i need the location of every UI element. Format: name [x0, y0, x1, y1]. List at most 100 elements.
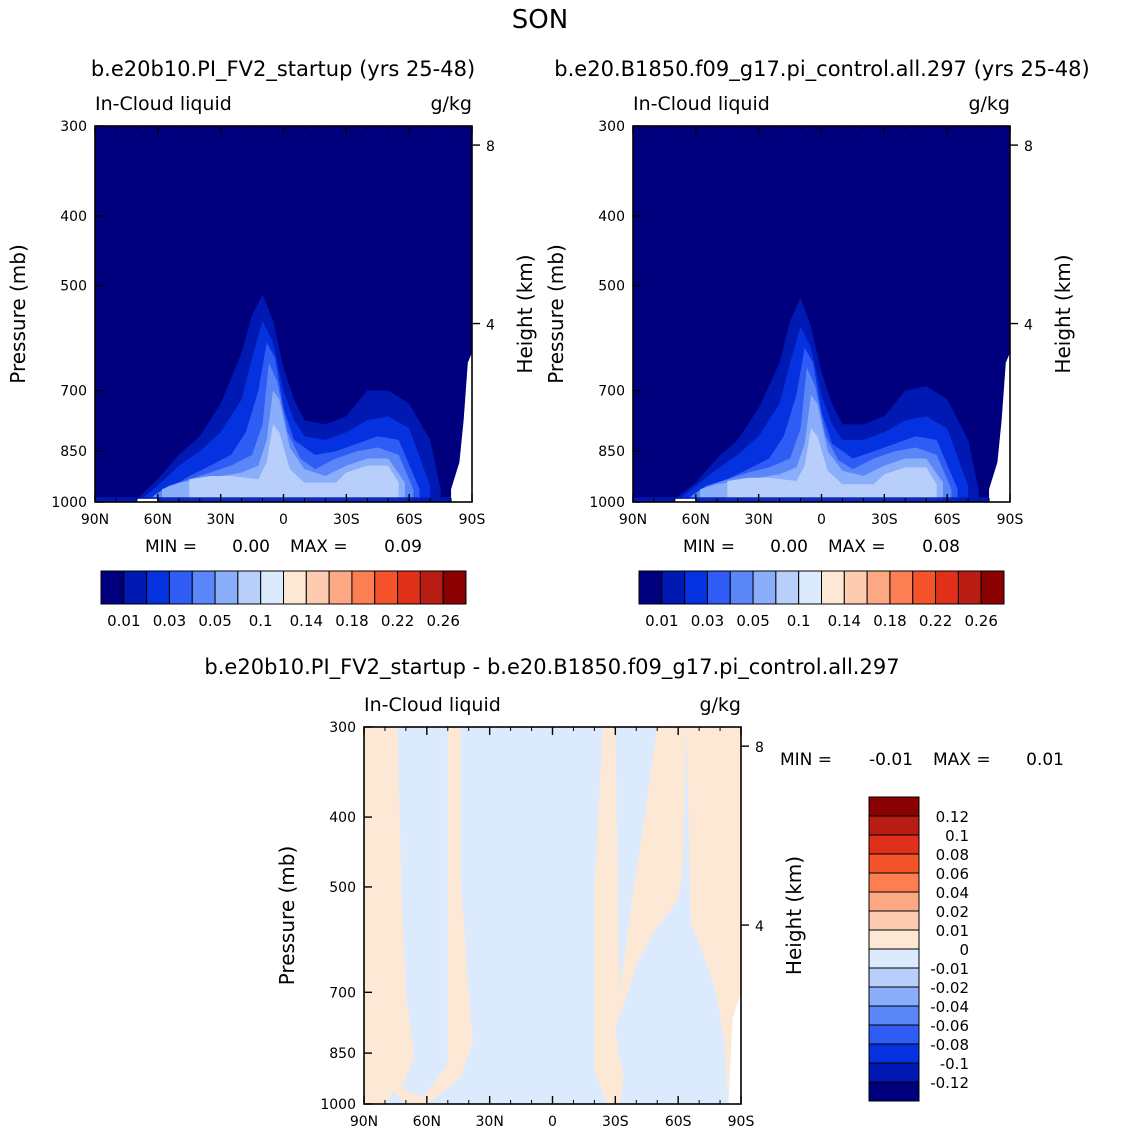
colorbar-label: 0.26 — [964, 612, 997, 630]
colorbar-box — [100, 570, 125, 605]
colorbar-box — [237, 570, 262, 605]
colorbar-label: 0.02 — [936, 903, 969, 921]
diff-region — [364, 727, 473, 1104]
y2-tick-label: 4 — [755, 919, 764, 935]
topography-mask-small — [136, 498, 158, 502]
colorbar-box — [868, 986, 920, 1007]
colorbar-label: 0.03 — [691, 612, 724, 630]
colorbar-label: 0.18 — [335, 612, 368, 630]
colorbar-box — [868, 1024, 920, 1045]
y-axis-title: Pressure (mb) — [544, 244, 568, 384]
topography-mask — [451, 352, 472, 502]
y-tick-label: 500 — [329, 880, 356, 896]
colorbar-label: 0.05 — [198, 612, 231, 630]
colorbar-label: 0.01 — [107, 612, 140, 630]
colorbar-label: 0.04 — [936, 884, 969, 902]
colorbar-box — [868, 853, 920, 874]
topography-mask — [989, 352, 1010, 502]
variable-label: In-Cloud liquid — [364, 694, 501, 716]
y-tick-label: 300 — [598, 119, 625, 135]
colorbar-box — [868, 929, 920, 950]
x-tick-label: 60S — [934, 512, 961, 528]
colorbar-box — [868, 1043, 920, 1064]
y-tick-label: 300 — [329, 720, 356, 736]
y-tick-label: 400 — [60, 209, 87, 225]
colorbar-label: -0.1 — [940, 1055, 969, 1073]
colorbar-label: 0.18 — [873, 612, 906, 630]
colorbar-label: 0.1 — [787, 612, 811, 630]
x-tick-label: 90N — [81, 512, 109, 528]
y-axis-title: Pressure (mb) — [6, 244, 30, 384]
max-value: 0.01 — [1026, 750, 1064, 770]
max-label: MAX = — [290, 537, 348, 557]
colorbar-box — [957, 570, 982, 605]
y-tick-label: 850 — [60, 444, 87, 460]
x-tick-label: 0 — [817, 512, 826, 528]
y-tick-label: 400 — [598, 209, 625, 225]
colorbar-box — [843, 570, 868, 605]
panel-1-colorbar: 0.01 0.03 0.05 0.1 0.14 0.18 0.22 0.26 — [100, 570, 467, 630]
y-tick-label: 1000 — [51, 495, 87, 511]
x-tick-label: 90N — [619, 512, 647, 528]
colorbar-box — [168, 570, 193, 605]
y2-tick-label: 8 — [486, 139, 495, 155]
y-axis-title: Pressure (mb) — [275, 846, 299, 986]
colorbar-box — [868, 948, 920, 969]
colorbar-label: 0.14 — [290, 612, 323, 630]
y-tick-label: 1000 — [589, 495, 625, 511]
x-tick-label: 0 — [279, 512, 288, 528]
y-tick-label: 300 — [60, 119, 87, 135]
variable-label: In-Cloud liquid — [633, 93, 770, 115]
figure-title: SON — [512, 5, 568, 35]
y2-tick-label: 4 — [1024, 318, 1033, 334]
x-tick-label: 60S — [396, 512, 423, 528]
x-tick-label: 30N — [476, 1114, 504, 1130]
colorbar-box — [752, 570, 777, 605]
colorbar-box — [706, 570, 731, 605]
colorbar-box — [191, 570, 216, 605]
colorbar-label: 0.01 — [645, 612, 678, 630]
x-tick-label: 90S — [459, 512, 486, 528]
contour-fills — [633, 126, 1010, 502]
panel2-header: b.e20.B1850.f09_g17.pi_control.all.297 (… — [554, 57, 1089, 82]
colorbar-box — [868, 1062, 920, 1083]
colorbar-box — [868, 891, 920, 912]
colorbar-label: -0.12 — [930, 1074, 969, 1092]
max-value: 0.08 — [922, 537, 960, 557]
max-value: 0.09 — [384, 537, 422, 557]
colorbar-box — [980, 570, 1005, 605]
colorbar-label: 0.01 — [936, 922, 969, 940]
colorbar-box — [146, 570, 170, 605]
colorbar-box — [684, 570, 708, 605]
colorbar-label: 0.26 — [426, 612, 459, 630]
units-label: g/kg — [968, 93, 1010, 115]
colorbar-label: -0.04 — [930, 998, 969, 1016]
x-tick-label: 30N — [745, 512, 773, 528]
diff-header: b.e20b10.PI_FV2_startup - b.e20.B1850.f0… — [204, 655, 899, 680]
variable-label: In-Cloud liquid — [95, 93, 232, 115]
colorbar-label: 0.22 — [381, 612, 414, 630]
colorbar-label: -0.06 — [930, 1017, 969, 1035]
colorbar-box — [868, 815, 920, 836]
colorbar-box — [374, 570, 399, 605]
x-tick-label: 60N — [682, 512, 710, 528]
colorbar-box — [305, 570, 330, 605]
colorbar-box — [798, 570, 822, 605]
colorbar-box — [868, 1005, 920, 1026]
colorbar-label: -0.02 — [930, 979, 969, 997]
colorbar-box — [912, 570, 937, 605]
units-label: g/kg — [430, 93, 472, 115]
y2-tick-label: 8 — [755, 740, 764, 756]
min-label: MIN = — [145, 537, 197, 557]
y2-tick-label: 8 — [1024, 139, 1033, 155]
colorbar-label: 0.08 — [936, 846, 969, 864]
max-label: MAX = — [828, 537, 886, 557]
min-value: 0.00 — [770, 537, 808, 557]
colorbar-box — [123, 570, 148, 605]
contour-level — [700, 395, 943, 502]
contour-level — [727, 428, 937, 502]
y2-tick-label: 4 — [486, 318, 495, 334]
colorbar-label: 0.03 — [153, 612, 186, 630]
x-tick-label: 30S — [602, 1114, 629, 1130]
